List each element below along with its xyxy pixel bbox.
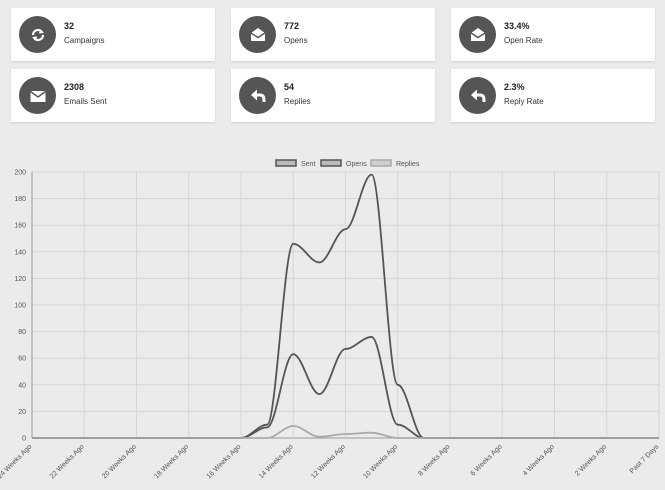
reply-icon	[459, 77, 496, 114]
series-line-replies	[32, 425, 659, 439]
stat-value: 2.3%	[504, 82, 525, 92]
stat-label: Emails Sent	[64, 97, 107, 106]
x-tick-label: 18 Weeks Ago	[153, 443, 190, 480]
stat-label: Campaigns	[64, 36, 105, 45]
y-tick-label: 140	[14, 249, 26, 256]
x-tick-label: 24 Weeks Ago	[0, 443, 33, 480]
y-tick-label: 180	[14, 196, 26, 203]
y-tick-label: 40	[18, 382, 26, 389]
open-envelope-icon	[239, 16, 276, 53]
stat-card-reply-rate[interactable]: 2.3% Reply Rate	[451, 69, 655, 122]
legend-label-opens: Opens	[346, 161, 367, 168]
y-tick-label: 120	[14, 276, 26, 283]
stat-card-replies[interactable]: 54 Replies	[231, 69, 435, 122]
y-tick-label: 0	[22, 436, 26, 443]
y-tick-label: 200	[14, 170, 26, 177]
x-tick-label: 16 Weeks Ago	[206, 443, 243, 480]
stat-value: 33.4%	[504, 21, 530, 31]
chart-series	[32, 173, 659, 439]
x-tick-label: 8 Weeks Ago	[417, 443, 451, 477]
stat-card-campaigns[interactable]: 32 Campaigns	[11, 8, 215, 61]
reply-icon	[239, 77, 276, 114]
stat-value: 772	[284, 21, 300, 31]
stat-card-open-rate[interactable]: 33.4% Open Rate	[451, 8, 655, 61]
x-tick-label: 4 Weeks Ago	[522, 443, 556, 477]
legend-swatch-replies	[370, 159, 392, 167]
stat-label: Open Rate	[504, 36, 543, 45]
y-tick-label: 160	[14, 223, 26, 230]
stat-value: 2308	[64, 82, 85, 92]
y-tick-label: 60	[18, 356, 26, 363]
envelope-icon	[19, 77, 56, 114]
y-tick-label: 80	[18, 329, 26, 336]
chart-grid	[31, 171, 660, 439]
x-tick-label: 2 Weeks Ago	[574, 443, 608, 477]
stat-value: 54	[284, 82, 295, 92]
stat-value: 32	[64, 21, 75, 31]
stat-card-emails-sent[interactable]: 2308 Emails Sent	[11, 69, 215, 122]
stat-label: Reply Rate	[504, 97, 544, 106]
x-tick-label: 20 Weeks Ago	[101, 443, 138, 480]
stat-card-opens[interactable]: 772 Opens	[231, 8, 435, 61]
y-tick-label: 100	[14, 303, 26, 310]
chart-axes: 0 20 40 60 80 100 120 140 160 180 200 24 Weeks Ago 2…	[0, 170, 661, 481]
x-tick-label: 12 Weeks Ago	[310, 443, 347, 480]
stat-label: Replies	[284, 97, 311, 106]
x-tick-label: 22 Weeks Ago	[49, 443, 86, 480]
y-tick-label: 20	[18, 409, 26, 416]
activity-line-chart: 0 20 40 60 80 100 120 140 160 180 200 24 Weeks Ago 2…	[0, 159, 661, 481]
x-tick-label: 14 Weeks Ago	[258, 443, 295, 480]
stat-label: Opens	[284, 36, 308, 45]
open-envelope-icon	[459, 16, 496, 53]
legend-label-sent: Sent	[301, 161, 315, 168]
legend-swatch-sent	[275, 159, 297, 167]
legend-swatch-opens	[320, 159, 342, 167]
legend-label-replies: Replies	[396, 161, 420, 168]
x-tick-label: 10 Weeks Ago	[362, 443, 399, 480]
chart-legend[interactable]: Sent Opens Replies	[275, 159, 420, 168]
x-tick-label: 6 Weeks Ago	[470, 443, 504, 477]
refresh-icon	[19, 16, 56, 53]
x-tick-label: Past 7 Days	[629, 443, 661, 475]
